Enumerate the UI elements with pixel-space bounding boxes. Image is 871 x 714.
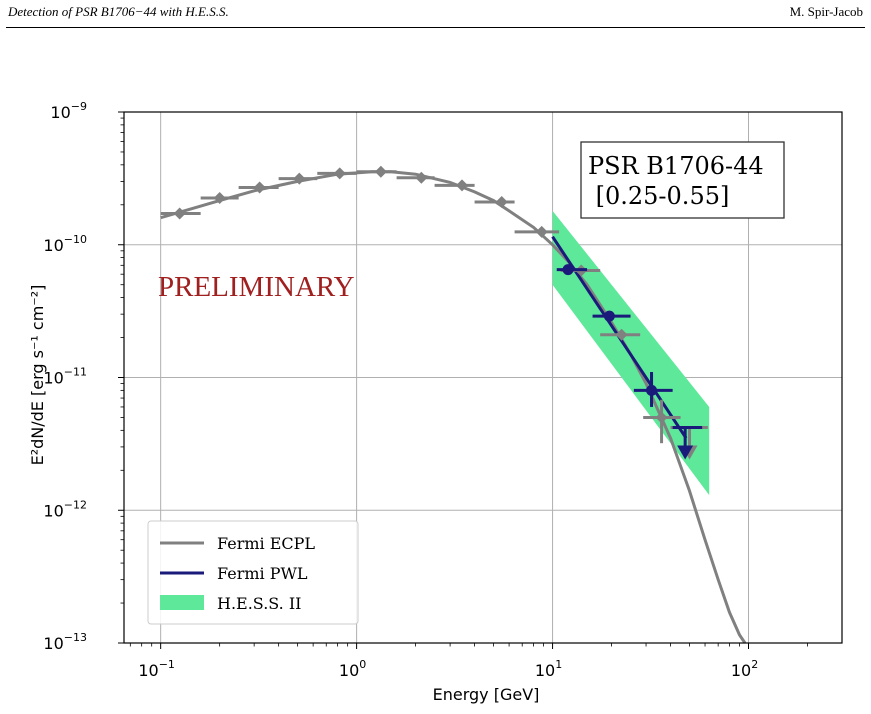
header-rule [6, 27, 865, 28]
legend: Fermi ECPL Fermi PWL H.E.S.S. II [147, 520, 359, 625]
pwl-marker [562, 264, 574, 276]
ecpl-data-point [474, 195, 515, 208]
pwl-data-point [556, 264, 588, 276]
source-box-frame [580, 141, 785, 219]
running-header-author: M. Spir-Jacob [789, 4, 863, 19]
x-tick-label: 101 [535, 658, 562, 680]
ecpl-data-point [434, 179, 475, 192]
ecpl-marker [535, 225, 548, 238]
ecpl-marker [333, 167, 346, 180]
source-name: PSR B1706-44 [588, 152, 764, 180]
ecpl-marker [173, 207, 186, 220]
ecpl-data-point [600, 328, 641, 341]
ecpl-marker [213, 191, 226, 204]
y-tick-label: 10−12 [43, 498, 87, 520]
ecpl-data-point [278, 172, 318, 185]
preliminary-annotation: PRELIMINARY [158, 271, 355, 303]
ecpl-data-point [160, 207, 201, 220]
ecpl-marker [615, 328, 628, 341]
running-header-title: Detection of PSR B1706−44 with H.E.S.S. [8, 4, 229, 19]
pwl-data-point [633, 372, 673, 407]
y-tick-label: 10−13 [43, 631, 87, 653]
y-tick-label: 10−11 [43, 366, 87, 388]
ecpl-marker [495, 195, 508, 208]
pwl-upper-limit [672, 426, 703, 460]
y-tick-label: 10−9 [50, 100, 87, 122]
pwl-ul-arrow [677, 445, 694, 460]
legend-hess-swatch [160, 595, 204, 610]
x-axis-label: Energy [GeV] [433, 685, 540, 704]
x-tick-label: 10−1 [138, 658, 175, 680]
ecpl-marker [415, 171, 428, 184]
ecpl-data-point [238, 181, 279, 194]
y-axis-label: E²dN/dE [erg s⁻¹ cm⁻²] [28, 285, 47, 466]
phase-range: [0.25-0.55] [588, 182, 729, 210]
x-tick-label: 102 [731, 658, 758, 680]
legend-pwl-label: Fermi PWL [217, 564, 308, 583]
ecpl-marker [374, 165, 387, 178]
ecpl-marker [293, 172, 306, 185]
pwl-data-point [592, 310, 631, 322]
ecpl-data-point [317, 167, 357, 180]
pwl-marker [603, 310, 615, 322]
legend-hess-label: H.E.S.S. II [217, 594, 301, 613]
ecpl-data-point [356, 165, 397, 178]
ecpl-marker [655, 411, 668, 424]
data-layer [160, 165, 747, 643]
ecpl-marker [455, 179, 468, 192]
y-tick-label: 10−10 [43, 233, 87, 255]
ecpl-data-point [200, 191, 239, 204]
ecpl-marker [253, 181, 266, 194]
ecpl-data-point [643, 399, 681, 444]
source-text-box: PSR B1706-44 [0.25-0.55] [580, 141, 785, 219]
ecpl-data-point [396, 171, 435, 184]
ecpl-data-point [514, 225, 560, 238]
legend-ecpl-label: Fermi ECPL [217, 534, 315, 553]
x-tick-label: 100 [339, 658, 366, 680]
pwl-marker [646, 384, 658, 396]
